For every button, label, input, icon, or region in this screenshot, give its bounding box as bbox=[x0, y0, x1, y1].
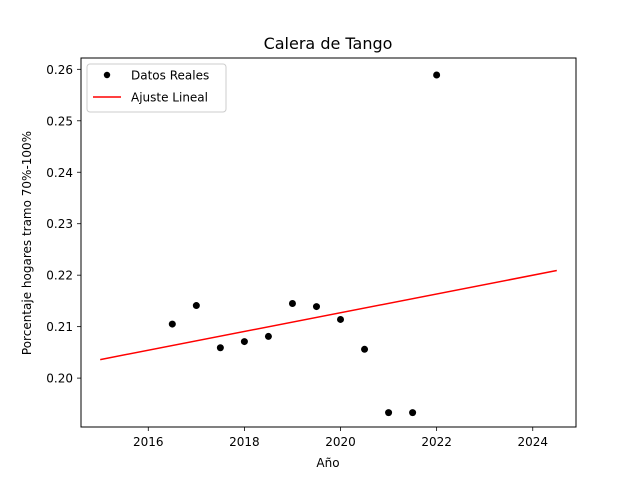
data-point bbox=[216, 344, 224, 352]
x-axis: 2016 2018 2020 2022 2024 bbox=[133, 427, 548, 449]
scatter-series bbox=[168, 71, 441, 417]
x-tick-label: 2024 bbox=[517, 435, 548, 449]
plot-area bbox=[80, 57, 577, 428]
legend: Datos Reales Ajuste Lineal bbox=[86, 63, 227, 113]
x-axis-label: Año bbox=[316, 456, 339, 470]
data-point bbox=[288, 299, 296, 307]
x-tick-label: 2022 bbox=[421, 435, 452, 449]
legend-label-ajuste-lineal: Ajuste Lineal bbox=[131, 91, 208, 105]
data-point bbox=[168, 320, 176, 328]
fit-line-series bbox=[100, 269, 557, 361]
legend-marker-datos-reales bbox=[103, 71, 111, 79]
fit-line bbox=[100, 269, 557, 361]
x-tick-label: 2016 bbox=[133, 435, 164, 449]
y-tick-label: 0.22 bbox=[46, 269, 73, 283]
y-tick-label: 0.26 bbox=[46, 63, 73, 77]
data-point bbox=[385, 409, 393, 417]
y-tick-label: 0.24 bbox=[46, 166, 73, 180]
legend-label-datos-reales: Datos Reales bbox=[131, 69, 209, 83]
x-tick-label: 2018 bbox=[229, 435, 260, 449]
y-tick-label: 0.25 bbox=[46, 114, 73, 128]
data-point bbox=[192, 302, 200, 310]
x-tick-label: 2020 bbox=[325, 435, 356, 449]
data-point bbox=[240, 338, 248, 346]
data-point bbox=[409, 409, 417, 417]
y-tick-label: 0.20 bbox=[46, 372, 73, 386]
data-point bbox=[433, 71, 441, 79]
plot-frame bbox=[80, 57, 577, 428]
y-axis-label: Porcentaje hogares tramo 70%-100% bbox=[20, 131, 34, 355]
data-point bbox=[361, 345, 369, 353]
data-point bbox=[337, 315, 345, 323]
data-point bbox=[264, 332, 272, 340]
y-tick-label: 0.21 bbox=[46, 320, 73, 334]
chart-title: Calera de Tango bbox=[264, 34, 393, 53]
y-tick-label: 0.23 bbox=[46, 217, 73, 231]
data-point bbox=[312, 303, 320, 311]
y-axis: 0.20 0.21 0.22 0.23 0.24 0.25 0.26 bbox=[46, 63, 81, 386]
legend-box bbox=[86, 63, 227, 113]
